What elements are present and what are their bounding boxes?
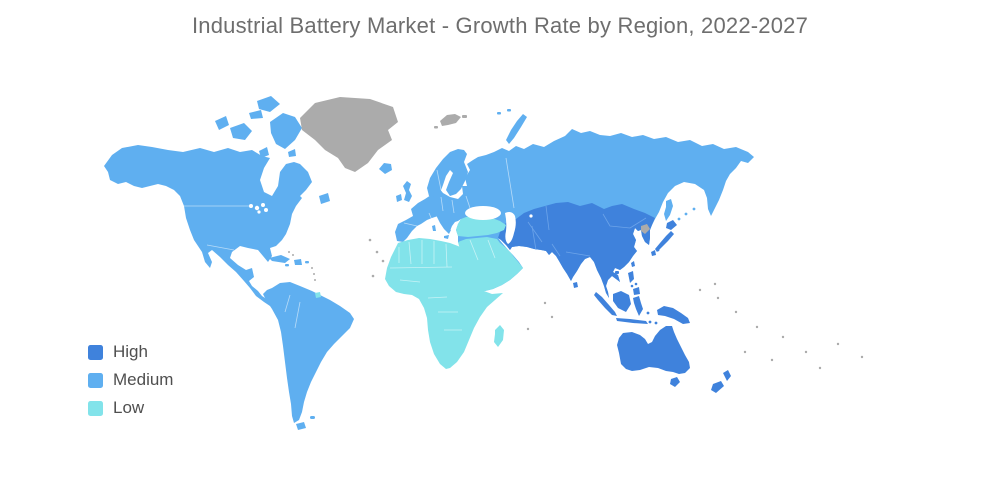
legend-item-high[interactable]: High	[88, 342, 173, 362]
region-indonesia[interactable]	[594, 291, 658, 325]
region-canadian-archipelago[interactable]	[215, 96, 330, 204]
region-east-asia-islands[interactable]	[615, 261, 635, 274]
region-indian-ocean-islands	[526, 301, 554, 331]
region-turkey[interactable]	[456, 216, 506, 237]
region-north-america[interactable]	[104, 145, 312, 306]
legend-swatch-low	[88, 400, 103, 416]
region-scandinavia[interactable]	[427, 149, 468, 197]
region-british-isles[interactable]	[396, 181, 412, 202]
region-pacific-islands	[698, 282, 864, 370]
region-kuril-islands[interactable]	[677, 207, 696, 221]
region-sri-lanka[interactable]	[573, 282, 578, 288]
chart-title: Industrial Battery Market - Growth Rate …	[191, 13, 809, 38]
region-new-guinea[interactable]	[657, 306, 690, 324]
legend-item-low[interactable]: Low	[88, 398, 173, 418]
region-asia-pacific-high[interactable]	[498, 202, 655, 298]
region-australia[interactable]	[617, 326, 690, 387]
region-greenland[interactable]	[300, 97, 398, 172]
region-sakhalin[interactable]	[664, 199, 673, 221]
legend-item-medium[interactable]: Medium	[88, 370, 173, 390]
legend-swatch-medium	[88, 372, 103, 388]
region-africa[interactable]	[385, 238, 503, 369]
region-madagascar[interactable]	[494, 325, 504, 347]
region-svalbard[interactable]	[434, 114, 467, 129]
asia-country-borders	[527, 205, 647, 257]
region-philippines[interactable]	[628, 271, 640, 295]
region-japan[interactable]	[651, 220, 677, 256]
region-novaya-zemlya[interactable]	[497, 109, 527, 144]
region-atlantic-islands	[288, 238, 385, 281]
country-borders	[184, 157, 515, 331]
region-caribbean[interactable]	[269, 255, 309, 267]
legend-label-high: High	[113, 342, 148, 361]
region-iceland[interactable]	[379, 163, 392, 174]
legend-label-medium: Medium	[113, 370, 174, 389]
region-new-zealand[interactable]	[711, 370, 731, 393]
legend-swatch-high	[88, 344, 103, 360]
region-french-guiana[interactable]	[315, 292, 321, 298]
inland-seas	[249, 203, 533, 244]
region-south-america[interactable]	[263, 282, 354, 430]
region-italy[interactable]	[432, 214, 464, 240]
region-north-korea[interactable]	[641, 224, 650, 234]
legend: High Medium Low	[88, 342, 173, 418]
legend-label-low: Low	[113, 398, 145, 417]
